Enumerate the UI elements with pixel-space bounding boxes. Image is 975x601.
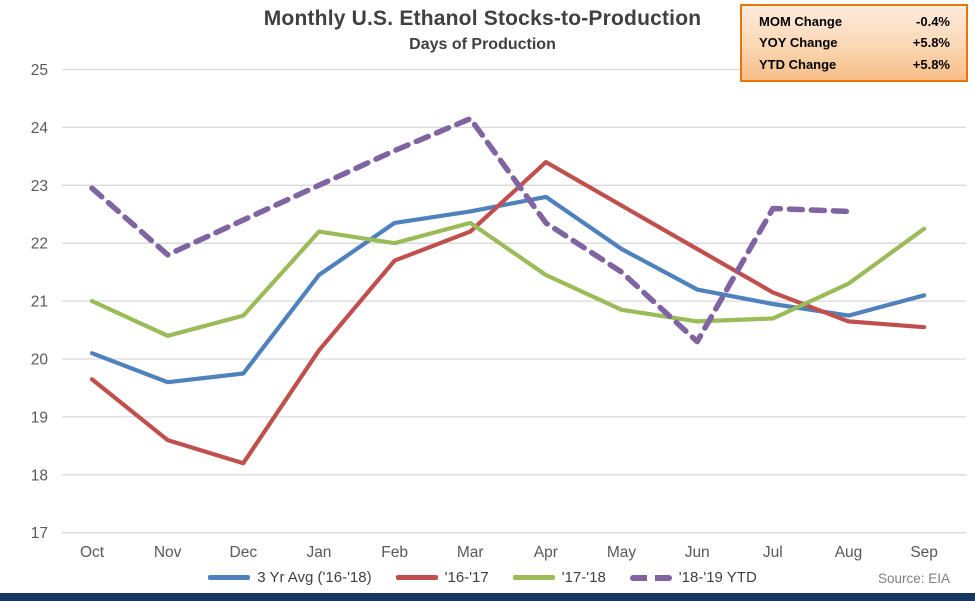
stats-label-yoy: YOY Change [759, 35, 838, 51]
x-axis-label: Jul [763, 544, 783, 561]
legend-swatch [208, 575, 251, 580]
legend-item: 3 Yr Avg ('16-'18) [208, 569, 372, 586]
source-text: Source: EIA [877, 571, 950, 586]
legend-item: '18-'19 YTD [629, 569, 757, 586]
legend-label: 3 Yr Avg ('16-'18) [257, 569, 372, 586]
stats-row-ytd: YTD Change +5.8% [759, 57, 950, 72]
chart-title: Monthly U.S. Ethanol Stocks-to-Productio… [263, 7, 702, 30]
y-axis-label: 25 [31, 62, 48, 79]
x-axis-label: Aug [835, 544, 863, 561]
x-axis-label: Mar [457, 544, 484, 561]
x-axis-label: May [607, 544, 637, 561]
x-axis-label: Dec [230, 544, 258, 561]
y-axis-label: 21 [31, 294, 48, 311]
chart-subtitle: Days of Production [409, 36, 556, 53]
y-axis-label: 22 [31, 236, 48, 253]
x-axis-label: Oct [80, 544, 105, 561]
x-axis-label: Sep [910, 544, 938, 561]
stats-label-mom: MOM Change [759, 14, 843, 30]
legend-swatch [629, 574, 672, 581]
legend-item: '17-'18 [512, 569, 606, 586]
x-axis-label: Nov [154, 544, 182, 561]
series-line-18-19-ytd [89, 115, 852, 345]
y-axis-label: 18 [31, 467, 48, 484]
series-line-17-18 [89, 220, 927, 338]
stats-value-yoy: +5.8% [912, 35, 950, 51]
legend-swatch [512, 575, 555, 580]
legend-label: '17-'18 [561, 569, 606, 586]
stats-label-ytd: YTD Change [759, 56, 837, 72]
y-axis-label: 19 [31, 409, 48, 426]
series-line-16-17 [89, 160, 927, 466]
stats-box: MOM Change -0.4% YOY Change +5.8% YTD Ch… [740, 4, 968, 82]
legend-label: '16-'17 [444, 569, 489, 586]
x-axis-label: Jan [306, 544, 331, 561]
chart-legend: 3 Yr Avg ('16-'18) '16-'17 '17-'18 '18-'19 … [0, 569, 965, 586]
bottom-bar [0, 593, 975, 601]
y-axis-label: 17 [31, 525, 48, 542]
x-axis-label: Apr [534, 544, 558, 561]
y-axis-label: 20 [31, 352, 49, 369]
x-axis-label: Feb [381, 544, 408, 561]
stats-row-yoy: YOY Change +5.8% [759, 35, 950, 50]
y-axis-label: 24 [31, 120, 49, 137]
legend-item: '16-'17 [395, 569, 489, 586]
x-axis-label: Jun [685, 544, 710, 561]
y-axis-label: 23 [31, 178, 48, 195]
legend-swatch [395, 575, 438, 580]
legend-label: '18-'19 YTD [678, 569, 757, 586]
series-line-3-yr-avg-16-18 [89, 194, 927, 385]
stats-row-mom: MOM Change -0.4% [759, 14, 950, 29]
stats-value-ytd: +5.8% [912, 56, 950, 72]
stats-value-mom: -0.4% [916, 14, 950, 30]
